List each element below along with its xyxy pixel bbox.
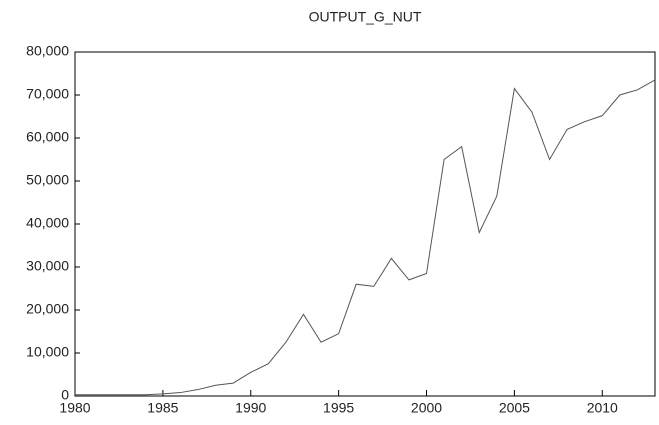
y-tick-label: 40,000 xyxy=(26,215,69,231)
line-series xyxy=(75,79,656,396)
y-tick-label: 80,000 xyxy=(26,43,69,59)
x-tick-label: 2000 xyxy=(411,400,442,416)
x-tick-label: 1995 xyxy=(323,400,354,416)
y-tick-label: 60,000 xyxy=(26,129,69,145)
x-tick-label: 2005 xyxy=(499,400,530,416)
y-tick-label: 0 xyxy=(61,387,69,403)
x-tick-label: 1985 xyxy=(147,400,178,416)
y-tick-label: 30,000 xyxy=(26,258,69,274)
y-tick-label: 20,000 xyxy=(26,301,69,317)
x-tick-label: 1990 xyxy=(235,400,266,416)
y-tick-label: 50,000 xyxy=(26,172,69,188)
x-tick-label: 1980 xyxy=(59,400,90,416)
y-tick-label: 10,000 xyxy=(26,344,69,360)
x-tick-label: 2010 xyxy=(587,400,618,416)
plot-frame xyxy=(74,51,656,397)
chart-title: OUTPUT_G_NUT xyxy=(309,9,422,25)
y-tick-label: 70,000 xyxy=(26,86,69,102)
